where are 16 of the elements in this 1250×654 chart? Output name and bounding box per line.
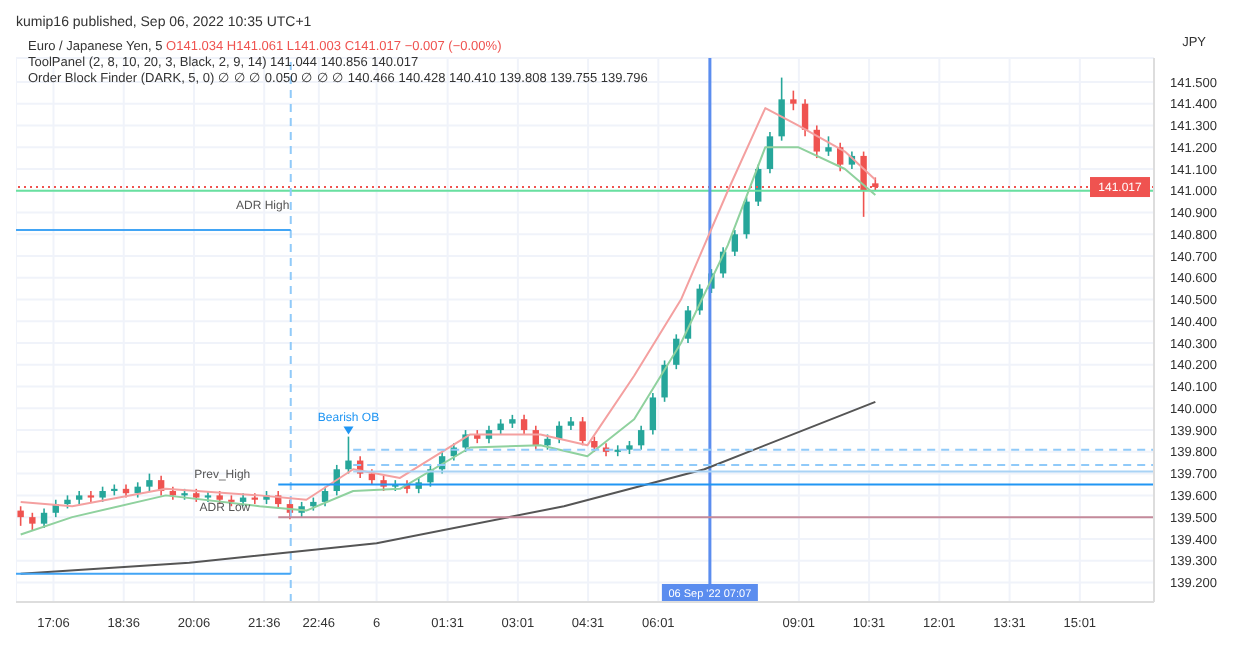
candlestick <box>637 424 645 451</box>
candlestick <box>87 490 95 503</box>
candlestick <box>520 414 528 436</box>
candlestick <box>17 505 24 527</box>
candlestick <box>790 89 797 112</box>
candlestick <box>321 485 329 508</box>
candlestick <box>825 135 832 157</box>
line-series <box>19 400 877 575</box>
candlestick <box>743 196 750 240</box>
candlestick <box>778 76 785 142</box>
candlestick <box>345 435 352 475</box>
candlestick <box>731 229 739 257</box>
candlestick <box>661 359 668 403</box>
line-series <box>19 107 877 508</box>
candlestick <box>579 416 586 447</box>
candlestick <box>649 392 657 436</box>
